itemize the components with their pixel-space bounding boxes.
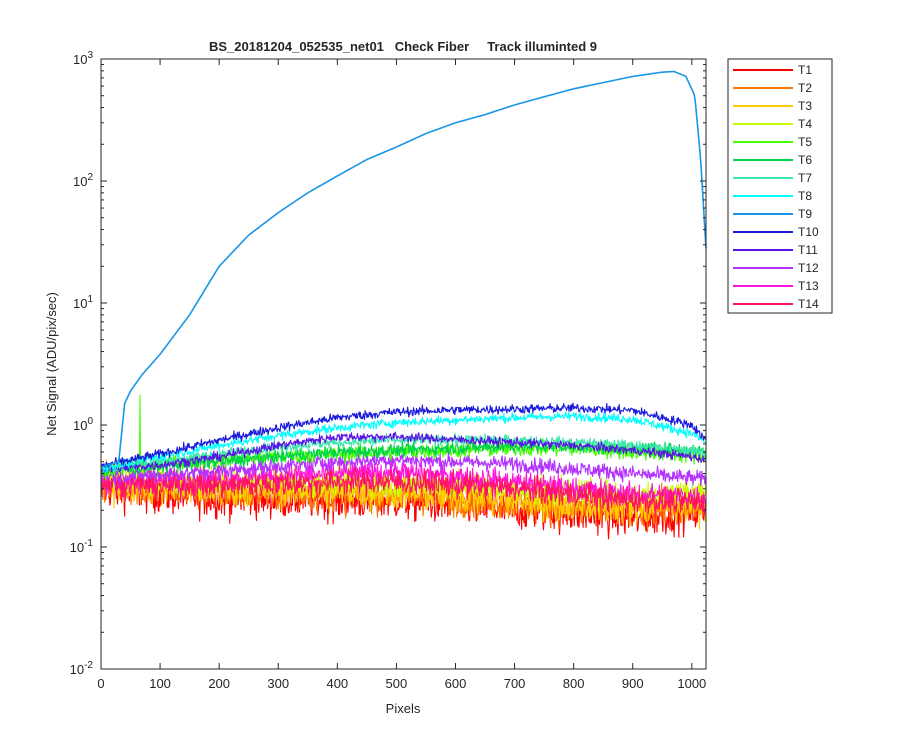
- x-tick-label: 700: [504, 676, 526, 691]
- x-axis-label: Pixels: [386, 701, 421, 716]
- y-tick-label: 10-2: [70, 660, 94, 677]
- plot-axes-box: [100, 58, 707, 670]
- x-tick-label: 900: [622, 676, 644, 691]
- x-tick-label: 0: [97, 676, 104, 691]
- series-line-t8: [100, 411, 707, 473]
- y-axis-label: Net Signal (ADU/pix/sec): [44, 292, 59, 436]
- x-tick-label: 600: [445, 676, 467, 691]
- y-tick-exponent: 3: [87, 50, 93, 61]
- x-tick-label: 800: [563, 676, 585, 691]
- legend-box: [727, 58, 833, 314]
- legend-label-t13: T13: [798, 279, 819, 293]
- y-tick-exponent: -1: [84, 538, 93, 549]
- y-tick-label: 101: [73, 294, 93, 311]
- y-tick-exponent: 2: [87, 172, 93, 183]
- x-tick-label: 300: [267, 676, 289, 691]
- y-tick-base: 10: [73, 52, 87, 67]
- x-tick-label: 500: [386, 676, 408, 691]
- legend-label-t12: T12: [798, 261, 819, 275]
- legend-label-t9: T9: [798, 207, 812, 221]
- series-line-t11: [100, 431, 707, 473]
- legend-label-t1: T1: [798, 63, 812, 77]
- y-tick-exponent: 1: [87, 294, 93, 305]
- y-tick-base: 10: [70, 662, 84, 677]
- x-tick-label: 100: [149, 676, 171, 691]
- legend-label-t3: T3: [798, 99, 812, 113]
- legend-label-t11: T11: [798, 243, 818, 257]
- y-tick-exponent: 0: [87, 416, 93, 427]
- y-tick-label: 102: [73, 172, 93, 189]
- legend-label-t14: T14: [798, 297, 819, 311]
- chart-title: BS_20181204_052535_net01 Check Fiber Tra…: [209, 39, 597, 54]
- y-tick-base: 10: [70, 540, 84, 555]
- series-line-t10: [100, 402, 707, 468]
- legend: T1 T2 T3 T4 T5 T6 T7 T8 T9 T10 T11 T12 T13 T14: [727, 58, 833, 314]
- y-tick-label: 100: [73, 416, 93, 433]
- legend-label-t8: T8: [798, 189, 812, 203]
- series-line-t14: [100, 467, 707, 518]
- y-tick-label: 10-1: [70, 538, 94, 555]
- legend-label-t7: T7: [798, 171, 812, 185]
- x-tick-label: 1000: [677, 676, 706, 691]
- x-ticks: 0 100 200 300 400 500 600 700 800 900 1000: [97, 59, 706, 691]
- series-line-t9: [100, 70, 707, 469]
- legend-label-t6: T6: [798, 153, 812, 167]
- x-tick-label: 200: [208, 676, 230, 691]
- x-tick-label: 400: [326, 676, 348, 691]
- y-tick-label: 103: [73, 50, 93, 67]
- series-line-t12: [100, 451, 707, 487]
- y-tick-base: 10: [73, 296, 87, 311]
- legend-label-t10: T10: [798, 225, 819, 239]
- y-tick-base: 10: [73, 418, 87, 433]
- y-tick-exponent: -2: [84, 660, 93, 671]
- legend-label-t5: T5: [798, 135, 812, 149]
- series-layer: [100, 70, 707, 540]
- plot-background: [101, 59, 706, 669]
- legend-label-t4: T4: [798, 117, 812, 131]
- legend-label-t2: T2: [798, 81, 812, 95]
- y-tick-base: 10: [73, 174, 87, 189]
